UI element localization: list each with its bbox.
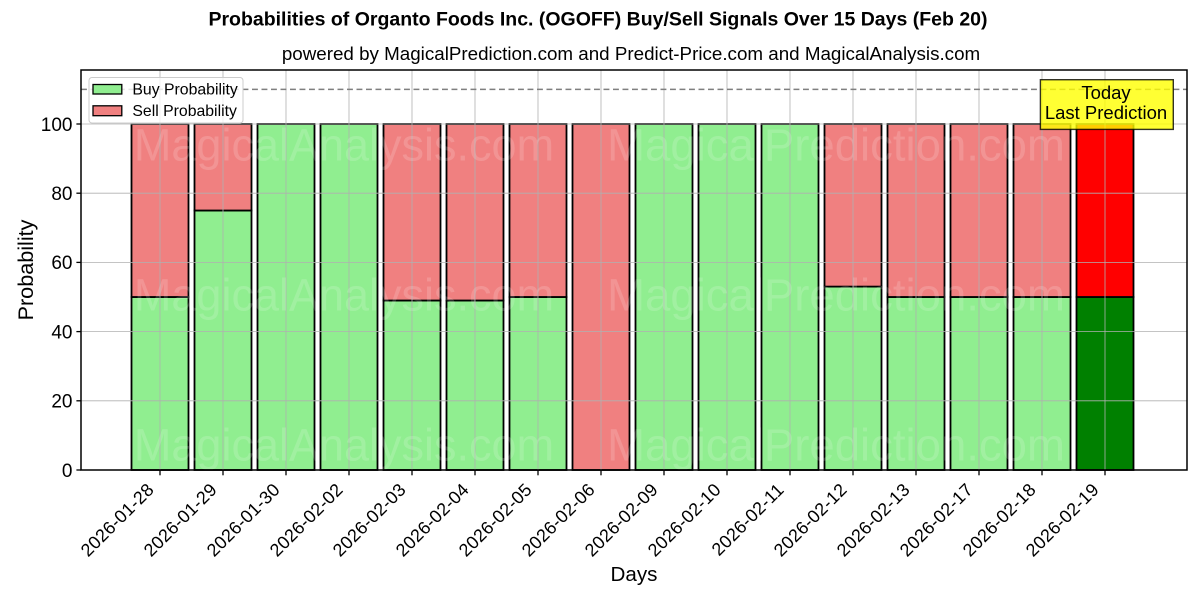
svg-text:Today: Today bbox=[1081, 82, 1131, 103]
svg-text:MagicalPrediction.com: MagicalPrediction.com bbox=[607, 420, 1065, 471]
svg-text:MagicalPrediction.com: MagicalPrediction.com bbox=[607, 120, 1065, 171]
svg-text:Days: Days bbox=[611, 563, 658, 586]
svg-text:0: 0 bbox=[62, 461, 73, 482]
svg-text:MagicalAnalysis.com: MagicalAnalysis.com bbox=[134, 420, 554, 471]
svg-text:MagicalAnalysis.com: MagicalAnalysis.com bbox=[134, 270, 554, 321]
svg-text:20: 20 bbox=[51, 392, 72, 413]
svg-text:Probability: Probability bbox=[13, 219, 38, 320]
svg-text:40: 40 bbox=[51, 322, 72, 343]
svg-text:Buy Probability: Buy Probability bbox=[132, 81, 237, 98]
svg-text:100: 100 bbox=[41, 115, 73, 136]
svg-text:Sell Probability: Sell Probability bbox=[132, 103, 237, 120]
svg-text:MagicalPrediction.com: MagicalPrediction.com bbox=[607, 270, 1065, 321]
svg-text:MagicalAnalysis.com: MagicalAnalysis.com bbox=[134, 120, 554, 171]
svg-text:Probabilities of Organto Foods: Probabilities of Organto Foods Inc. (OGO… bbox=[208, 8, 987, 30]
svg-text:powered by MagicalPrediction.c: powered by MagicalPrediction.com and Pre… bbox=[282, 43, 980, 64]
svg-text:Last Prediction: Last Prediction bbox=[1045, 102, 1167, 123]
svg-text:80: 80 bbox=[51, 184, 72, 205]
svg-text:60: 60 bbox=[51, 253, 72, 274]
